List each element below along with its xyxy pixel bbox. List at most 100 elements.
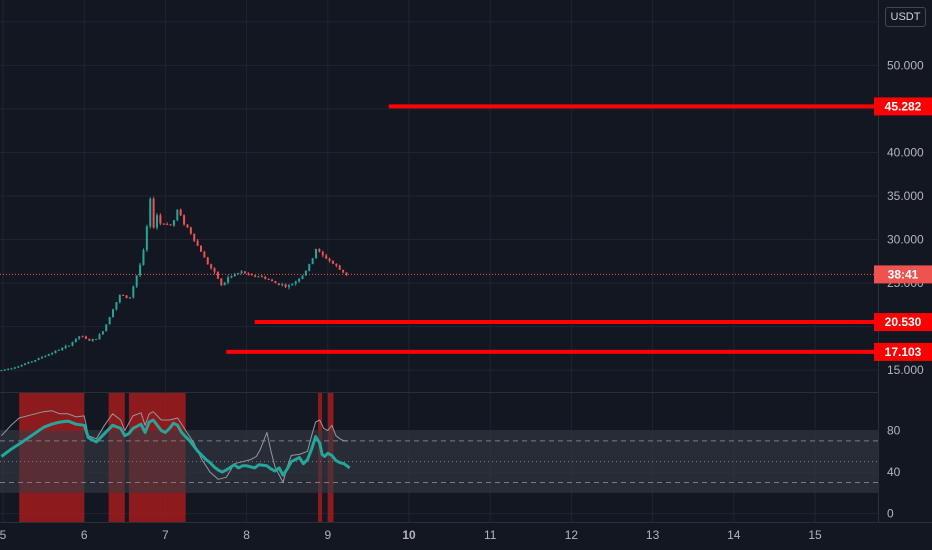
level-tag (874, 313, 932, 332)
candle-body (186, 224, 189, 228)
candle-body (267, 278, 270, 280)
candle-body (264, 276, 267, 279)
candle-body (142, 250, 145, 265)
candle-body (125, 295, 128, 299)
candle-body (206, 257, 209, 265)
candle-body (284, 284, 287, 288)
currency-button[interactable]: USDT (885, 7, 926, 27)
candle-body (112, 309, 115, 318)
candle-body (81, 336, 84, 338)
candle-body (98, 334, 101, 340)
price-tick-label: 15.000 (887, 363, 924, 377)
candle-body (223, 282, 226, 286)
level-tag-label: 17.103 (885, 345, 922, 359)
candle-body (10, 368, 13, 370)
candle-body (166, 224, 169, 226)
candle-body (287, 285, 290, 288)
indicator-axis[interactable]: 0 40 80 (887, 423, 901, 520)
candle-body (27, 362, 30, 364)
candle-body (145, 226, 148, 251)
indicator-tick-label: 40 (887, 465, 901, 479)
candle-body (189, 227, 192, 234)
candle-body (159, 215, 162, 224)
candle-body (74, 338, 77, 343)
candle-body (3, 369, 6, 371)
candle-body (115, 302, 118, 310)
candle-body (172, 220, 175, 226)
candle-body (315, 248, 318, 259)
candle-body (149, 198, 152, 227)
candle-body (40, 357, 43, 359)
time-tick-label: 14 (727, 528, 741, 542)
candle-body (183, 215, 186, 225)
candle-body (105, 324, 108, 332)
candle-body (44, 355, 47, 358)
indicator-band (0, 430, 878, 493)
indicator-line (1, 410, 349, 483)
candle-body (271, 279, 274, 282)
candle-body (291, 283, 294, 286)
candle-body (308, 263, 311, 271)
time-tick-label: 5 (0, 528, 7, 542)
candle-body (54, 350, 57, 354)
candle-body (0, 370, 3, 372)
candle-body (7, 368, 10, 370)
time-tick-label: 12 (565, 528, 579, 542)
indicator-tick-label: 0 (887, 507, 894, 521)
indicator-tick-label: 80 (887, 423, 901, 437)
candle-body (304, 270, 307, 276)
level-tag (874, 97, 932, 116)
candle-body (254, 275, 257, 277)
candle-body (176, 209, 179, 221)
candle-body (345, 272, 348, 275)
candle-body (328, 258, 331, 261)
candle-body (335, 263, 338, 266)
candle-body (24, 363, 27, 365)
time-tick-label: 13 (646, 528, 660, 542)
candle-body (64, 345, 67, 348)
candle-body (34, 360, 37, 362)
candle-body (20, 364, 23, 367)
candle-body (30, 361, 33, 363)
candle-body (250, 274, 253, 276)
candle-body (203, 251, 206, 258)
candle-body (196, 240, 199, 246)
time-tick-label: 10 (402, 528, 416, 542)
candle-body (294, 281, 297, 284)
time-tick-label: 11 (484, 528, 497, 542)
candle-body (311, 258, 314, 264)
candles (0, 196, 348, 372)
candle-body (342, 269, 345, 273)
candle-body (118, 294, 121, 303)
price-tick-label: 30.000 (887, 233, 924, 247)
time-axis[interactable]: 5 6 7 8 9 10 11 12 13 14 15 (0, 528, 822, 542)
candle-body (210, 264, 213, 269)
level-tag-label: 45.282 (885, 99, 922, 113)
candle-body (318, 248, 321, 252)
candle-body (220, 278, 223, 286)
candle-body (213, 268, 216, 272)
candle-body (37, 358, 40, 361)
candle-body (179, 209, 182, 216)
candle-body (152, 198, 155, 228)
candle-body (227, 277, 230, 283)
candle-body (257, 276, 260, 278)
candle-body (139, 264, 142, 276)
candle-body (88, 338, 91, 341)
price-tick-label: 40.000 (887, 145, 924, 159)
candle-body (91, 338, 94, 341)
candle-body (13, 367, 16, 369)
candle-body (57, 350, 60, 352)
candle-body (101, 331, 104, 335)
candle-body (95, 338, 98, 340)
candle-body (61, 347, 64, 351)
countdown-tag-label: 38:41 (888, 267, 919, 281)
level-tag (874, 342, 932, 361)
candle-body (51, 353, 54, 355)
candle-body (298, 279, 301, 282)
candle-body (247, 273, 250, 275)
candle-body (216, 271, 219, 279)
candle-body (237, 273, 240, 275)
level-lines (226, 104, 878, 354)
